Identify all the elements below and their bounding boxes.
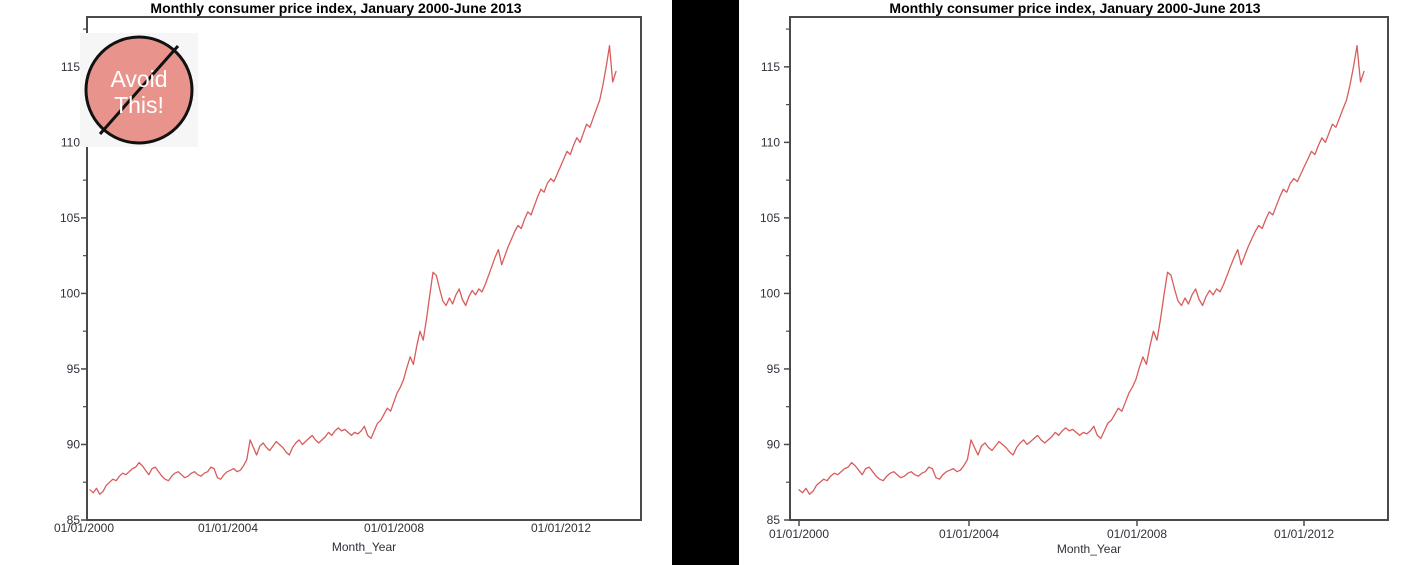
x-axis-tick-label: 01/01/2004 [198,521,258,535]
y-axis-tick-label: 110 [61,135,80,149]
x-axis-tick-label: 01/01/2012 [531,521,591,535]
x-axis-title: Month_Year [1057,542,1121,556]
badge-text-line1: Avoid [110,66,167,92]
cpi-line-chart-right: Monthly consumer price index, January 20… [760,0,1389,556]
chart-panel-right: Monthly consumer price index, January 20… [739,0,1411,565]
x-axis-tick-label: 01/01/2000 [769,527,829,541]
y-axis-tick-label: 105 [760,211,780,225]
cpi-line [89,45,617,495]
x-axis-tick-label: 01/01/2008 [1107,527,1167,541]
y-axis-tick-label: 85 [67,513,81,527]
x-axis-tick-label: 01/01/2004 [939,527,999,541]
plot-frame [86,16,642,521]
badge-text-line2: This! [114,92,164,118]
x-axis-tick-label: 01/01/2012 [1274,527,1334,541]
cpi-line [798,45,1365,495]
chart-panel-left: Monthly consumer price index, January 20… [0,0,672,565]
y-axis-tick-label: 90 [767,437,781,451]
panel-divider [672,0,739,565]
y-axis-tick-label: 95 [767,362,781,376]
plot-frame [789,16,1389,521]
y-axis-tick-label: 115 [761,60,780,74]
y-axis-tick-label: 115 [61,60,80,74]
y-axis-tick-label: 100 [60,286,80,300]
x-axis-tick-label: 01/01/2008 [364,521,424,535]
x-axis-tick-label: 01/01/2000 [54,521,114,535]
y-axis-tick-label: 100 [760,286,780,300]
x-axis-title: Month_Year [332,540,396,554]
no-symbol-slash [98,45,180,135]
y-axis-tick-label: 95 [67,362,81,376]
y-axis-tick-label: 105 [60,211,80,225]
y-axis-tick-label: 85 [767,513,781,527]
y-axis-tick-label: 90 [67,437,81,451]
y-axis-tick-label: 110 [761,135,780,149]
chart-title: Monthly consumer price index, January 20… [150,0,521,16]
chart-title: Monthly consumer price index, January 20… [889,0,1260,16]
cpi-line-chart-left: Monthly consumer price index, January 20… [54,0,642,554]
